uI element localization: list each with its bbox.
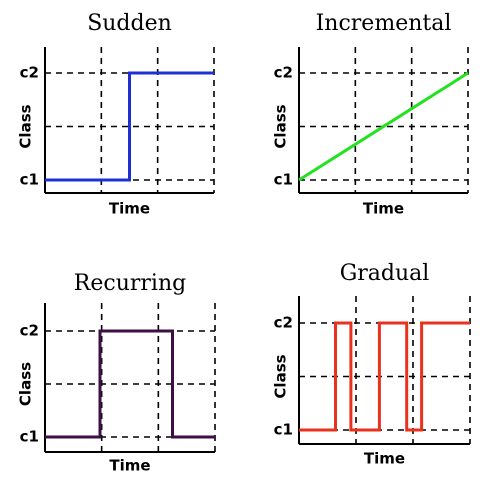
y-tick-label-c2: c2: [20, 322, 39, 340]
chart-panel-2: Incremental c1 c2 Time Class: [272, 11, 469, 218]
chart-title: Recurring: [74, 271, 186, 296]
y-tick-label-c2: c2: [20, 64, 39, 82]
x-axis-label: Time: [109, 200, 150, 218]
chart-panel-4: Gradual c1 c2 Time Class: [272, 261, 471, 468]
y-tick-label-c2: c2: [274, 314, 293, 332]
y-axis-label: Class: [17, 362, 35, 406]
y-axis-label: Class: [272, 354, 290, 398]
chart-panel-3: Recurring c1 c2 Time Class: [17, 271, 216, 475]
x-axis-label: Time: [363, 200, 404, 218]
y-tick-label-c1: c1: [20, 171, 39, 189]
series-line: [299, 321, 470, 432]
y-axis-label: Class: [17, 104, 35, 148]
series-line: [298, 71, 469, 182]
y-axis-label: Class: [272, 104, 290, 148]
chart-title: Incremental: [316, 11, 452, 36]
y-tick-label-c1: c1: [274, 171, 293, 189]
y-tick-label-c1: c1: [20, 428, 39, 446]
y-tick-label-c1: c1: [274, 421, 293, 439]
x-axis-label: Time: [364, 450, 405, 468]
y-tick-label-c2: c2: [274, 64, 293, 82]
chart-panel-1: Sudden c1 c2 Time Class: [17, 11, 215, 218]
series-line: [45, 71, 214, 182]
chart-title: Sudden: [87, 11, 172, 36]
series-line: [45, 329, 215, 439]
chart-title: Gradual: [340, 261, 430, 286]
x-axis-label: Time: [109, 457, 150, 475]
